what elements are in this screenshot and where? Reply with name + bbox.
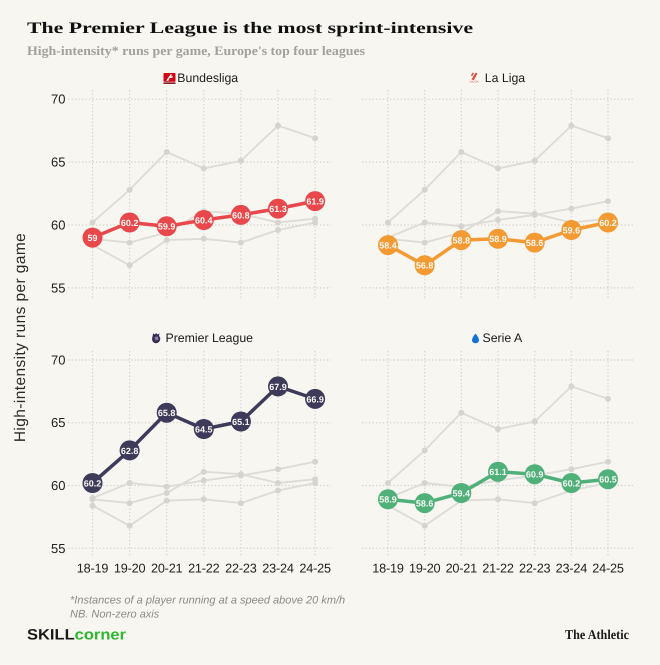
svg-text:21-22: 21-22 [482, 562, 514, 576]
svg-text:60.9: 60.9 [526, 470, 544, 480]
svg-text:67.9: 67.9 [269, 382, 287, 392]
svg-text:23-24: 23-24 [262, 562, 294, 576]
svg-text:High-intensity runs per game: High-intensity runs per game [12, 233, 29, 442]
svg-text:61.3: 61.3 [269, 204, 287, 214]
svg-text:The Premier League is the most: The Premier League is the most sprint-in… [27, 20, 473, 37]
svg-text:18-19: 18-19 [77, 562, 109, 576]
svg-text:60: 60 [51, 478, 65, 493]
svg-text:59.4: 59.4 [453, 488, 471, 498]
svg-text:60.2: 60.2 [84, 478, 102, 488]
svg-text:58.9: 58.9 [489, 234, 507, 244]
svg-text:24-25: 24-25 [592, 562, 624, 576]
svg-text:60.5: 60.5 [599, 475, 617, 485]
svg-text:22-23: 22-23 [225, 562, 257, 576]
svg-text:*Instances of a player running: *Instances of a player running at a spee… [70, 595, 345, 607]
svg-text:19-20: 19-20 [114, 562, 146, 576]
svg-text:Bundesliga: Bundesliga [177, 71, 238, 85]
svg-text:70: 70 [51, 353, 65, 368]
svg-text:60.4: 60.4 [195, 215, 213, 225]
svg-text:60.2: 60.2 [563, 478, 581, 488]
svg-text:Premier League: Premier League [166, 331, 254, 345]
svg-text:19-20: 19-20 [409, 562, 441, 576]
svg-text:58.6: 58.6 [526, 238, 544, 248]
svg-text:65.1: 65.1 [232, 417, 250, 427]
svg-text:61.1: 61.1 [489, 467, 507, 477]
svg-text:60.2: 60.2 [599, 218, 617, 228]
svg-text:60: 60 [51, 218, 65, 233]
svg-text:61.9: 61.9 [306, 197, 324, 207]
svg-text:LALIGA: LALIGA [469, 81, 478, 84]
svg-text:55: 55 [51, 541, 65, 556]
svg-text:21-22: 21-22 [188, 562, 220, 576]
svg-text:56.8: 56.8 [416, 261, 434, 271]
svg-text:66.9: 66.9 [306, 394, 324, 404]
svg-text:58.8: 58.8 [453, 236, 471, 246]
svg-text:65: 65 [51, 415, 65, 430]
svg-text:62.8: 62.8 [121, 446, 139, 456]
svg-text:23-24: 23-24 [556, 562, 588, 576]
svg-text:NB. Non-zero axis: NB. Non-zero axis [70, 609, 160, 621]
svg-text:58.9: 58.9 [379, 495, 397, 505]
svg-text:58.6: 58.6 [416, 499, 434, 509]
svg-text:59.6: 59.6 [563, 225, 581, 235]
svg-text:La Liga: La Liga [485, 71, 526, 85]
svg-text:58.4: 58.4 [379, 241, 397, 251]
svg-text:High-intensity* runs per game,: High-intensity* runs per game, Europe's … [27, 43, 365, 58]
svg-text:59: 59 [87, 233, 97, 243]
svg-text:Serie A: Serie A [483, 331, 523, 345]
svg-text:70: 70 [51, 92, 65, 107]
svg-text:55: 55 [51, 280, 65, 295]
svg-text:18-19: 18-19 [372, 562, 404, 576]
svg-text:20-21: 20-21 [446, 562, 478, 576]
svg-text:20-21: 20-21 [151, 562, 183, 576]
svg-text:The Athletic: The Athletic [565, 627, 629, 642]
svg-text:59.9: 59.9 [158, 222, 176, 232]
svg-text:65.8: 65.8 [158, 408, 176, 418]
svg-text:64.5: 64.5 [195, 424, 213, 434]
svg-text:60.2: 60.2 [121, 218, 139, 228]
svg-text:22-23: 22-23 [519, 562, 551, 576]
svg-text:65: 65 [51, 155, 65, 170]
svg-text:24-25: 24-25 [299, 562, 331, 576]
svg-text:60.8: 60.8 [232, 210, 250, 220]
